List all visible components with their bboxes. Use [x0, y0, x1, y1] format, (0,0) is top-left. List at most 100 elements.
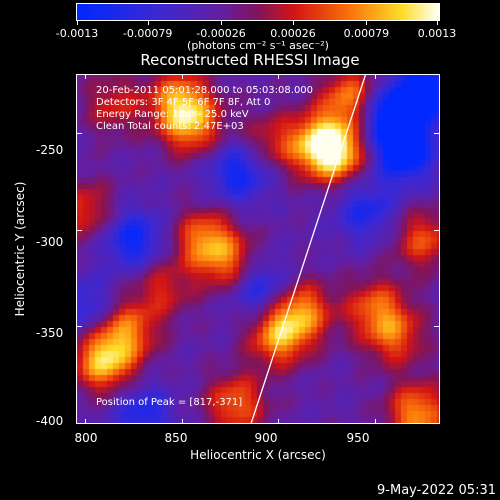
colorbar-segment — [134, 4, 138, 20]
colorbar-segment — [411, 4, 416, 20]
colorbar-segment — [248, 4, 253, 20]
colorbar-segment — [113, 4, 117, 20]
y-tick-label: -250 — [36, 143, 64, 157]
colorbar-segment — [116, 4, 120, 20]
colorbar-segment — [372, 4, 377, 20]
colorbar-segment — [110, 4, 114, 20]
colorbar-tick-label: 0.0013 — [417, 27, 457, 40]
colorbar-segment — [242, 4, 247, 20]
plot-frame — [76, 74, 440, 424]
info-detectors: Detectors: 3F 4F 5F 6F 7F 8F, Att 0 — [96, 97, 271, 108]
colorbar — [76, 3, 440, 21]
peak-position: Position of Peak = [817,-371] — [96, 397, 243, 408]
axis-tick — [278, 74, 280, 79]
axis-tick — [76, 326, 82, 328]
colorbar-segment — [309, 4, 313, 20]
colorbar-segment — [381, 4, 386, 20]
x-tick-label: 950 — [346, 431, 370, 445]
colorbar-segment — [89, 4, 93, 20]
axis-tick — [84, 419, 86, 424]
colorbar-segment — [143, 4, 147, 20]
colorbar-tick — [147, 21, 149, 25]
colorbar-segment — [77, 4, 81, 20]
colorbar-segment — [233, 4, 238, 20]
colorbar-segment — [224, 4, 229, 20]
colorbar-segment — [197, 4, 202, 20]
colorbar-segment — [363, 4, 368, 20]
colorbar-segment — [288, 4, 292, 20]
axis-tick — [181, 74, 183, 79]
colorbar-segment — [206, 4, 211, 20]
colorbar-segment — [336, 4, 341, 20]
x-tick-label: 800 — [74, 431, 98, 445]
colorbar-segment — [432, 4, 437, 20]
colorbar-segment — [390, 4, 395, 20]
colorbar-segment — [140, 4, 144, 20]
axis-tick — [375, 419, 377, 424]
colorbar-segment — [212, 4, 217, 20]
colorbar-segment — [92, 4, 96, 20]
axis-tick — [434, 423, 440, 424]
date-stamp: 9-May-2022 05:31 — [377, 483, 496, 498]
colorbar-segment — [366, 4, 371, 20]
colorbar-segment — [191, 4, 196, 20]
colorbar-segment — [230, 4, 235, 20]
axis-tick — [181, 419, 183, 424]
colorbar-segment — [185, 4, 190, 20]
colorbar-segment — [188, 4, 193, 20]
colorbar-segment — [429, 4, 434, 20]
colorbar-segment — [360, 4, 365, 20]
colorbar-segment — [420, 4, 425, 20]
y-tick-label: -400 — [36, 414, 64, 428]
colorbar-segment — [270, 4, 274, 20]
info-counts: Clean Total counts: 2.47E+03 — [96, 121, 244, 132]
colorbar-segment — [209, 4, 214, 20]
colorbar-segment — [327, 4, 331, 20]
colorbar-segment — [345, 4, 350, 20]
colorbar-segment — [158, 4, 163, 20]
colorbar-segment — [303, 4, 307, 20]
colorbar-segment — [375, 4, 380, 20]
colorbar-tick-label: -0.00026 — [196, 27, 246, 40]
info-energy: Energy Range: 12.0 - 25.0 keV — [96, 109, 249, 120]
colorbar-segment — [402, 4, 407, 20]
colorbar-segment — [218, 4, 223, 20]
colorbar-tick-label: -0.0013 — [55, 27, 99, 40]
colorbar-segment — [83, 4, 87, 20]
colorbar-segment — [417, 4, 422, 20]
colorbar-segment — [101, 4, 105, 20]
colorbar-segment — [251, 4, 256, 20]
y-tick-label: -350 — [36, 326, 64, 340]
colorbar-gradient — [77, 4, 440, 20]
colorbar-segment — [408, 4, 413, 20]
colorbar-segment — [128, 4, 132, 20]
colorbar-segment — [125, 4, 129, 20]
colorbar-segment — [122, 4, 126, 20]
colorbar-segment — [348, 4, 353, 20]
colorbar-segment — [161, 4, 166, 20]
colorbar-segment — [378, 4, 383, 20]
colorbar-segment — [95, 4, 99, 20]
colorbar-segment — [267, 4, 271, 20]
colorbar-segment — [279, 4, 283, 20]
x-tick-label: 900 — [254, 431, 278, 445]
axis-tick — [375, 74, 377, 79]
colorbar-segment — [221, 4, 226, 20]
axis-tick — [76, 423, 82, 424]
colorbar-segment — [215, 4, 220, 20]
colorbar-segment — [339, 4, 344, 20]
colorbar-tick — [437, 21, 438, 25]
colorbar-segment — [86, 4, 90, 20]
colorbar-segment — [318, 4, 322, 20]
colorbar-segment — [297, 4, 301, 20]
colorbar-segment — [164, 4, 169, 20]
colorbar-segment — [245, 4, 250, 20]
colorbar-segment — [80, 4, 84, 20]
solar-limb-line — [250, 75, 367, 423]
colorbar-segment — [131, 4, 135, 20]
colorbar-segment — [396, 4, 401, 20]
colorbar-segment — [285, 4, 289, 20]
colorbar-segment — [167, 4, 172, 20]
axis-tick — [76, 133, 82, 134]
colorbar-segment — [107, 4, 111, 20]
